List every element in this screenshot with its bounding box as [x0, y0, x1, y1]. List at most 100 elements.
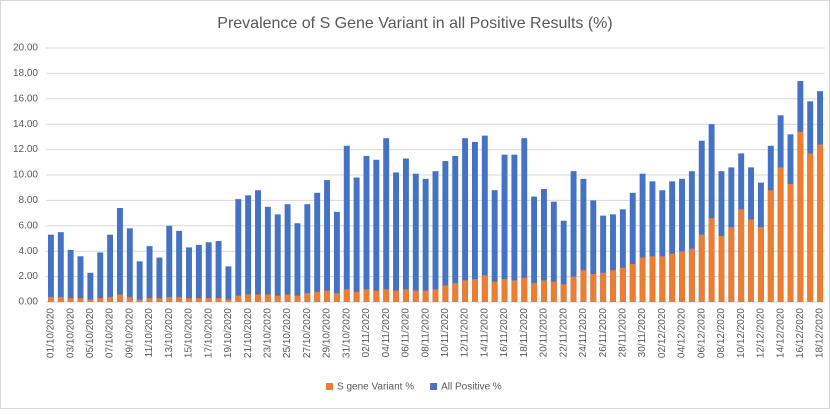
x-tick-label: 16/11/2020: [499, 308, 510, 358]
bar: [107, 234, 114, 302]
y-tick-label: 10.00: [13, 170, 38, 181]
bar: [116, 294, 123, 302]
x-tick-label: 29/10/2020: [322, 308, 333, 358]
bar: [521, 138, 528, 302]
legend-label: S gene Variant %: [337, 382, 414, 393]
bar: [304, 293, 311, 302]
bar: [166, 225, 173, 302]
bar: [195, 298, 202, 302]
bar: [156, 257, 163, 302]
bar: [550, 281, 557, 302]
x-tick-label: 18/11/2020: [519, 308, 530, 358]
bar: [481, 135, 488, 302]
bar: [255, 294, 261, 302]
bar: [176, 296, 183, 302]
bar: [373, 159, 380, 302]
x-tick-label: 14/12/2020: [775, 308, 786, 358]
bar: [57, 296, 64, 302]
bar: [126, 296, 133, 302]
bar: [462, 138, 469, 302]
bar: [274, 295, 281, 302]
bar: [452, 282, 459, 302]
x-tick-label: 02/12/2020: [657, 308, 668, 358]
bar: [107, 296, 114, 302]
bar: [412, 290, 419, 302]
bar: [471, 279, 478, 302]
x-tick-label: 25/10/2020: [282, 308, 293, 358]
bar: [136, 261, 143, 302]
x-tick-label: 10/12/2020: [736, 308, 747, 358]
bar: [294, 295, 301, 302]
bar: [225, 266, 232, 302]
bar: [738, 209, 745, 302]
x-tick-label: 09/10/2020: [124, 308, 135, 358]
bar: [314, 192, 321, 302]
x-tick-label: 01/10/2020: [46, 308, 57, 358]
chart-title: Prevalence of S Gene Variant in all Posi…: [217, 15, 612, 32]
x-tick-label: 21/10/2020: [243, 308, 254, 358]
bar: [383, 289, 390, 302]
x-tick-label: 18/12/2020: [815, 308, 826, 358]
y-tick-label: 0.00: [19, 297, 39, 308]
bar: [284, 294, 291, 302]
bar: [688, 171, 695, 302]
bar: [156, 298, 163, 302]
bar: [531, 196, 538, 302]
bar: [314, 291, 321, 302]
x-tick-label: 05/10/2020: [85, 308, 96, 358]
bar: [501, 279, 508, 302]
bar: [757, 227, 764, 302]
bar: [669, 181, 676, 302]
bar: [97, 252, 104, 302]
x-tick-label: 06/11/2020: [401, 308, 412, 358]
x-tick-label: 08/11/2020: [420, 308, 431, 358]
bar: [777, 167, 784, 302]
bar: [67, 298, 74, 302]
bar: [422, 178, 429, 302]
bar: [195, 244, 202, 302]
bar: [146, 298, 153, 302]
bar: [639, 257, 646, 302]
bar: [619, 209, 626, 302]
x-tick-label: 06/12/2020: [696, 308, 707, 358]
bar: [570, 171, 577, 302]
bar: [186, 247, 192, 302]
bar: [67, 249, 74, 302]
bar: [481, 275, 488, 302]
bar: [235, 199, 242, 302]
bar: [521, 277, 528, 302]
y-tick-label: 12.00: [13, 144, 38, 155]
bar: [600, 215, 607, 302]
bar: [343, 145, 350, 302]
bar: [688, 248, 695, 302]
x-tick-label: 04/11/2020: [381, 308, 392, 358]
bar: [333, 293, 340, 302]
bar: [215, 241, 222, 302]
bar: [649, 181, 656, 302]
bar: [422, 290, 429, 302]
y-tick-label: 14.00: [13, 119, 38, 130]
bar: [402, 158, 409, 302]
bar: [619, 267, 626, 302]
bar: [442, 161, 449, 302]
y-tick-label: 6.00: [19, 220, 39, 231]
bar: [471, 141, 478, 302]
bar: [708, 124, 715, 302]
bar: [679, 178, 685, 302]
legend-label: All Positive %: [441, 382, 502, 393]
x-tick-label: 10/11/2020: [440, 308, 451, 358]
bar: [570, 276, 577, 302]
bar: [659, 190, 666, 302]
bar: [511, 280, 518, 302]
bar: [610, 270, 616, 302]
x-tick-label: 14/11/2020: [479, 308, 490, 358]
y-tick-label: 18.00: [13, 68, 38, 79]
bar: [649, 256, 656, 302]
bar: [116, 208, 123, 302]
x-tick-label: 22/11/2020: [558, 308, 569, 358]
bar: [333, 211, 340, 302]
x-tick-label: 28/11/2020: [617, 308, 628, 358]
bar: [215, 298, 222, 302]
bar: [590, 274, 597, 302]
bar: [245, 294, 252, 302]
